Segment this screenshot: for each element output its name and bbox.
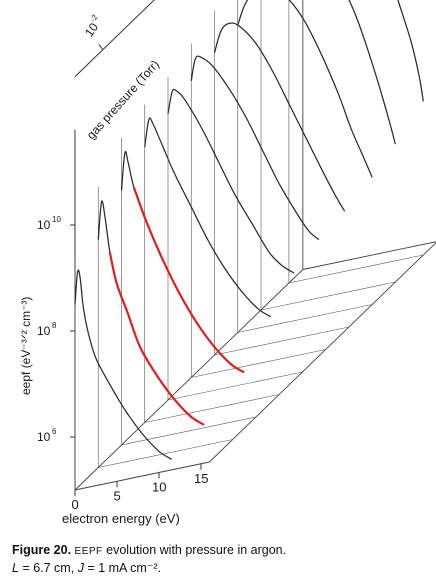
caption-figure-label: Figure 20. (12, 543, 72, 557)
y-tick-label: 10 (37, 218, 51, 232)
x-axis-label: electron energy (eV) (62, 511, 180, 526)
eepf-curve (167, 88, 295, 274)
eepf-curve (397, 0, 424, 102)
eepf-curve (190, 55, 320, 241)
pressure-tick-exponent: -2 (88, 12, 100, 23)
axes-frame (74, 0, 436, 491)
pressure-axis-line (74, 0, 155, 77)
y-tick-exponent: 8 (52, 321, 57, 330)
eepf-curve (213, 22, 346, 212)
floor-baseline (121, 416, 256, 446)
highlighted-curve (133, 186, 245, 373)
pressure-tick-group: 10-2 (82, 12, 101, 39)
caption-line-2: L = 6.7 cm, J = 1 mA cm⁻². (12, 560, 432, 576)
pressure-tick-mark (98, 44, 104, 50)
floor-baseline (167, 371, 303, 401)
floor-baseline (98, 439, 233, 468)
pressure-axis-ticks: 10-210-1100 (82, 12, 104, 50)
floor-baseline (191, 349, 326, 378)
caption-j-value: = 1 mA cm⁻². (87, 561, 162, 575)
eepf-curve (74, 269, 172, 460)
caption-l-var: L (12, 561, 19, 575)
floor-far-edge (302, 241, 436, 270)
pressure-axis-label: gas pressure (Torr) (84, 57, 162, 142)
figure-caption: Figure 20. EEPF evolution with pressure … (12, 542, 432, 576)
caption-line-1: Figure 20. EEPF evolution with pressure … (12, 542, 432, 560)
x-tick-label: 0 (72, 497, 79, 512)
floor-baseline (288, 254, 424, 284)
floor-baseline (260, 281, 396, 311)
floor-back-edge (74, 269, 304, 491)
x-axis-ticks: 0 5 10 15 (72, 463, 208, 512)
highlighted-curve (108, 252, 205, 426)
caption-acronym: EEPF (74, 546, 103, 557)
y-axis-label: eepf (eV⁻³ᐟ² cm⁻³) (19, 297, 33, 395)
pressure-tick-label: 10 (82, 20, 101, 39)
floor-right-edge (209, 242, 436, 463)
eepf-curve (144, 117, 272, 318)
floor-baseline (214, 326, 349, 356)
floor-baseline (74, 461, 210, 491)
y-tick-label: 10 (37, 430, 51, 444)
eepf-curve (348, 0, 397, 145)
caption-j-var: J (77, 561, 84, 575)
highlighted-series (108, 186, 245, 426)
x-tick-label: 5 (114, 488, 121, 503)
floor-baseline (237, 304, 373, 333)
caption-l-value: = 6.7 cm, (22, 561, 75, 575)
eepf-curve (120, 150, 244, 373)
x-tick-label: 10 (152, 480, 166, 495)
y-tick-label: 10 (37, 324, 51, 338)
floor-baseline (144, 394, 280, 423)
x-tick-label: 15 (194, 471, 208, 486)
y-tick-exponent: 10 (52, 215, 61, 224)
eepf-curve (237, 0, 373, 178)
y-tick-exponent: 6 (52, 427, 57, 436)
eepf-series (74, 0, 424, 460)
caption-text: evolution with pressure in argon. (106, 543, 287, 557)
